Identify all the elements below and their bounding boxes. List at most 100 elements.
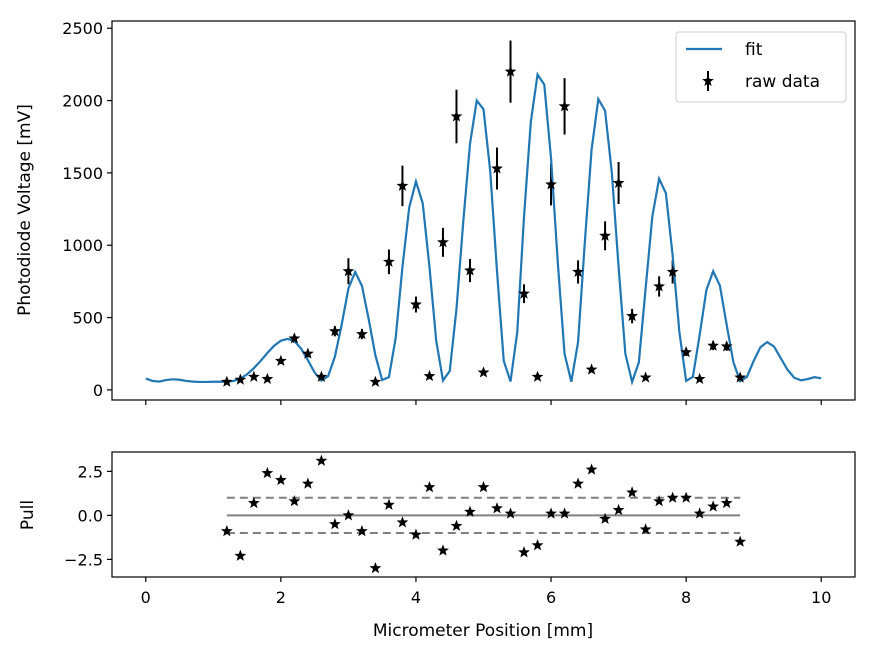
data-point-star bbox=[288, 332, 301, 344]
pull-point-star bbox=[572, 477, 584, 489]
pull-point-star bbox=[707, 500, 720, 512]
data-point-star bbox=[410, 298, 422, 310]
y-tick-label: 2.5 bbox=[78, 462, 103, 481]
data-point-star bbox=[315, 370, 328, 382]
bottom-y-axis: 2.5 0.0 −2.5 bbox=[64, 462, 112, 569]
pull-point-star bbox=[626, 486, 638, 498]
pull-point-star bbox=[369, 562, 382, 574]
x-tick-label: 8 bbox=[681, 588, 691, 607]
x-tick-label: 2 bbox=[276, 588, 286, 607]
data-point-star bbox=[504, 65, 517, 77]
data-point-star bbox=[450, 110, 463, 122]
data-point-star bbox=[720, 340, 733, 352]
pull-point-star bbox=[274, 473, 287, 486]
data-point-star bbox=[707, 339, 720, 351]
top-x-axis bbox=[145, 400, 822, 405]
data-point-star bbox=[274, 354, 287, 366]
data-point-star bbox=[572, 265, 584, 277]
pull-markers bbox=[220, 454, 747, 574]
data-point-star bbox=[329, 325, 341, 337]
data-point-star bbox=[369, 375, 382, 387]
data-point-star bbox=[356, 327, 368, 340]
data-point-star bbox=[437, 236, 449, 248]
pull-point-star bbox=[301, 477, 314, 489]
data-point-star bbox=[247, 370, 260, 382]
data-point-star bbox=[531, 370, 544, 382]
pull-point-star bbox=[720, 496, 733, 509]
data-point-star bbox=[558, 100, 571, 112]
data-point-star bbox=[626, 309, 638, 322]
pull-point-star bbox=[491, 502, 503, 514]
top-y-axis: 0 500 1000 1500 2000 2500 bbox=[62, 19, 112, 400]
y-tick-label: 1000 bbox=[62, 236, 103, 255]
y-tick-label: 2000 bbox=[62, 92, 103, 111]
pull-point-star bbox=[504, 507, 517, 519]
data-point-star bbox=[301, 347, 314, 359]
pull-point-star bbox=[247, 496, 260, 509]
data-point-star bbox=[666, 265, 679, 277]
pull-point-star bbox=[450, 519, 463, 531]
pull-point-star bbox=[315, 454, 328, 466]
pull-point-star bbox=[545, 507, 557, 519]
bottom-x-axis-label: Micrometer Position [mm] bbox=[373, 621, 593, 641]
data-point-star bbox=[477, 366, 490, 378]
pull-point-star bbox=[558, 507, 571, 519]
y-tick-label: 500 bbox=[72, 309, 103, 328]
pull-point-star bbox=[518, 546, 530, 558]
y-tick-label: 0.0 bbox=[78, 506, 103, 525]
data-point-star bbox=[653, 280, 666, 292]
data-point-star bbox=[423, 369, 436, 382]
top-panel: 0 500 1000 1500 2000 2500 Photodiode Voltage … bbox=[15, 19, 856, 405]
data-point-star bbox=[585, 363, 598, 375]
legend: fit raw data bbox=[675, 31, 847, 103]
pull-point-star bbox=[464, 505, 476, 517]
pull-point-star bbox=[383, 498, 395, 510]
data-point-star bbox=[680, 346, 693, 358]
pull-point-star bbox=[666, 491, 679, 503]
data-point-star bbox=[396, 179, 409, 191]
x-tick-label: 10 bbox=[811, 588, 831, 607]
data-point-star bbox=[491, 162, 503, 174]
fit-line bbox=[145, 71, 822, 386]
pull-point-star bbox=[261, 466, 274, 479]
data-point-star bbox=[234, 373, 247, 385]
pull-point-star bbox=[356, 525, 368, 537]
pull-point-star bbox=[288, 495, 301, 507]
data-point-star bbox=[261, 372, 274, 385]
top-plot-frame bbox=[111, 20, 856, 401]
pull-point-star bbox=[234, 549, 247, 561]
bottom-y-axis-label: Pull bbox=[18, 500, 38, 530]
data-point-star bbox=[220, 375, 233, 387]
pull-point-star bbox=[220, 525, 233, 537]
pull-point-star bbox=[477, 481, 490, 493]
data-point-star bbox=[342, 265, 355, 277]
pull-point-star bbox=[396, 516, 409, 528]
legend-data-star-icon bbox=[702, 74, 714, 87]
bottom-panel: 2.5 0.0 −2.5 0 2 4 6 8 10 Micrometer Position [… bbox=[18, 451, 856, 641]
data-point-star bbox=[518, 287, 530, 299]
x-tick-label: 4 bbox=[411, 588, 421, 607]
data-point-star bbox=[545, 178, 557, 190]
pull-point-star bbox=[680, 491, 693, 503]
x-tick-label: 6 bbox=[546, 588, 556, 607]
data-point-star bbox=[599, 229, 611, 241]
data-point-star bbox=[464, 264, 476, 276]
data-point-star bbox=[383, 255, 395, 267]
y-tick-label: 2500 bbox=[62, 19, 103, 38]
top-y-axis-label: Photodiode Voltage [mV] bbox=[15, 104, 35, 316]
x-tick-label: 0 bbox=[141, 588, 151, 607]
pull-point-star bbox=[410, 528, 422, 540]
pull-point-star bbox=[599, 512, 611, 524]
data-point-star bbox=[612, 176, 625, 189]
pull-point-star bbox=[734, 535, 747, 547]
raw-data-markers bbox=[220, 65, 747, 387]
data-point-star bbox=[693, 372, 706, 385]
pull-point-star bbox=[423, 481, 436, 493]
bottom-x-axis: 0 2 4 6 8 10 bbox=[141, 577, 831, 607]
y-tick-label: 0 bbox=[93, 381, 103, 400]
pull-point-star bbox=[585, 463, 598, 475]
y-tick-label: −2.5 bbox=[64, 550, 103, 569]
pull-point-star bbox=[342, 509, 355, 521]
data-point-star bbox=[734, 371, 747, 383]
